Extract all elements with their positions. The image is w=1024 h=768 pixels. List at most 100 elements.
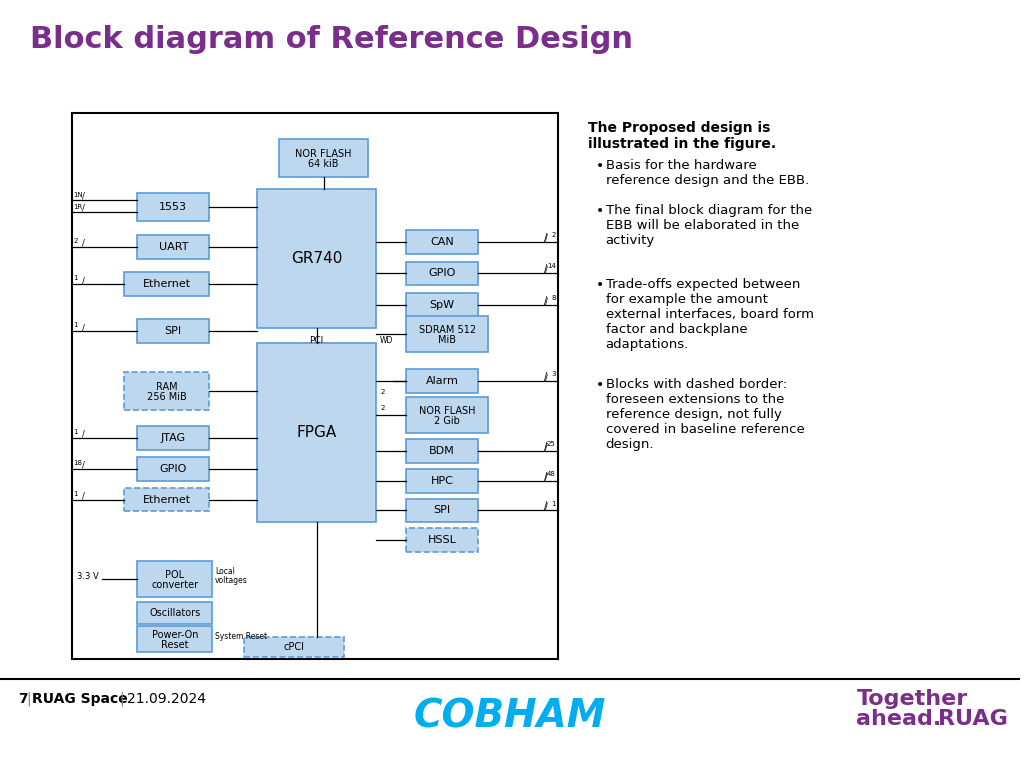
Text: Power-On: Power-On: [152, 630, 198, 640]
Text: HSSL: HSSL: [428, 535, 457, 545]
Text: Blocks with dashed border:
foreseen extensions to the
reference design, not full: Blocks with dashed border: foreseen exte…: [605, 378, 804, 451]
Text: GPIO: GPIO: [428, 269, 456, 279]
FancyBboxPatch shape: [244, 637, 344, 657]
Text: CAN: CAN: [430, 237, 454, 247]
FancyBboxPatch shape: [407, 439, 478, 462]
Text: /: /: [545, 233, 548, 243]
FancyBboxPatch shape: [407, 316, 488, 353]
Text: /: /: [544, 264, 547, 274]
Text: Block diagram of Reference Design: Block diagram of Reference Design: [30, 25, 633, 54]
FancyBboxPatch shape: [407, 230, 478, 253]
Text: RUAG Space: RUAG Space: [32, 692, 128, 706]
Text: 1553: 1553: [160, 202, 187, 212]
Text: RAM: RAM: [156, 382, 177, 392]
Text: converter: converter: [152, 580, 199, 590]
Text: /: /: [544, 442, 547, 452]
Text: 1: 1: [74, 429, 78, 435]
FancyBboxPatch shape: [407, 261, 478, 286]
Text: /: /: [545, 373, 548, 382]
Text: /: /: [82, 492, 85, 501]
Text: Ethernet: Ethernet: [142, 280, 190, 290]
Text: 18: 18: [74, 460, 83, 465]
Text: |: |: [26, 691, 31, 706]
Text: /: /: [544, 233, 547, 243]
Text: COBHAM: COBHAM: [414, 697, 606, 736]
Text: Ethernet: Ethernet: [142, 495, 190, 505]
Text: 14: 14: [547, 263, 556, 270]
FancyBboxPatch shape: [407, 468, 478, 492]
FancyBboxPatch shape: [407, 293, 478, 317]
FancyBboxPatch shape: [137, 602, 212, 624]
Text: /: /: [544, 372, 547, 382]
FancyBboxPatch shape: [407, 369, 478, 393]
FancyBboxPatch shape: [137, 425, 209, 450]
Text: 1: 1: [74, 323, 78, 328]
FancyBboxPatch shape: [257, 189, 377, 328]
FancyBboxPatch shape: [257, 343, 377, 522]
Text: 2: 2: [551, 232, 556, 237]
Text: Together: Together: [856, 689, 968, 709]
Text: NOR FLASH: NOR FLASH: [296, 149, 352, 159]
Text: POL: POL: [165, 570, 184, 580]
Text: 1: 1: [74, 276, 78, 281]
Text: UART: UART: [159, 242, 188, 252]
Text: MiB: MiB: [438, 335, 456, 345]
Text: •: •: [596, 159, 604, 173]
Text: NOR FLASH: NOR FLASH: [419, 406, 475, 416]
Text: GPIO: GPIO: [160, 464, 187, 474]
Text: /: /: [545, 266, 548, 274]
Text: 2: 2: [381, 389, 385, 395]
Text: SDRAM 512: SDRAM 512: [419, 325, 476, 335]
Text: BDM: BDM: [429, 445, 455, 455]
Text: 25: 25: [547, 441, 556, 447]
Text: 1N: 1N: [74, 192, 83, 198]
Text: Trade-offs expected between
for example the amount
external interfaces, board fo: Trade-offs expected between for example …: [605, 279, 813, 352]
FancyBboxPatch shape: [137, 193, 209, 220]
Text: 2: 2: [74, 237, 78, 243]
Text: WD: WD: [380, 336, 393, 345]
Text: /: /: [545, 472, 548, 482]
Text: •: •: [596, 204, 604, 218]
FancyBboxPatch shape: [137, 234, 209, 259]
FancyBboxPatch shape: [137, 319, 209, 343]
Text: 3: 3: [551, 371, 556, 377]
FancyBboxPatch shape: [407, 528, 478, 552]
Text: /: /: [82, 461, 85, 470]
Text: 2 Gib: 2 Gib: [434, 415, 460, 425]
Text: cPCI: cPCI: [284, 642, 304, 652]
Text: 1: 1: [551, 501, 556, 507]
Text: 21.09.2024: 21.09.2024: [127, 692, 207, 706]
Text: Reset: Reset: [161, 640, 188, 650]
Text: voltages: voltages: [215, 576, 248, 585]
FancyBboxPatch shape: [125, 273, 209, 296]
FancyBboxPatch shape: [279, 139, 369, 177]
Text: SPI: SPI: [165, 326, 182, 336]
Text: 3.3 V: 3.3 V: [77, 572, 98, 581]
Bar: [72, 113, 558, 659]
Text: Local: Local: [215, 568, 234, 576]
Text: /: /: [545, 297, 548, 306]
FancyBboxPatch shape: [407, 397, 488, 433]
Text: JTAG: JTAG: [161, 433, 185, 443]
Text: Basis for the hardware
reference design and the EBB.: Basis for the hardware reference design …: [605, 159, 809, 187]
Text: /: /: [544, 502, 547, 511]
Text: SpW: SpW: [430, 300, 455, 310]
Text: System Reset: System Reset: [215, 632, 267, 641]
FancyBboxPatch shape: [137, 457, 209, 481]
Text: /: /: [82, 239, 85, 247]
Text: /: /: [82, 276, 85, 286]
Text: /: /: [82, 323, 85, 333]
Text: /: /: [544, 472, 547, 482]
Text: 7: 7: [18, 692, 28, 706]
Text: /: /: [545, 502, 548, 511]
Text: 64 kiB: 64 kiB: [308, 159, 339, 169]
Text: SPI: SPI: [433, 505, 451, 515]
Text: /: /: [544, 296, 547, 306]
Text: HPC: HPC: [431, 475, 454, 485]
FancyBboxPatch shape: [125, 488, 209, 511]
Text: RUAG: RUAG: [938, 709, 1008, 729]
Text: ahead.: ahead.: [856, 709, 942, 729]
Text: FPGA: FPGA: [297, 425, 337, 440]
FancyBboxPatch shape: [137, 561, 212, 598]
Text: The Proposed design is
illustrated in the figure.: The Proposed design is illustrated in th…: [588, 121, 776, 151]
